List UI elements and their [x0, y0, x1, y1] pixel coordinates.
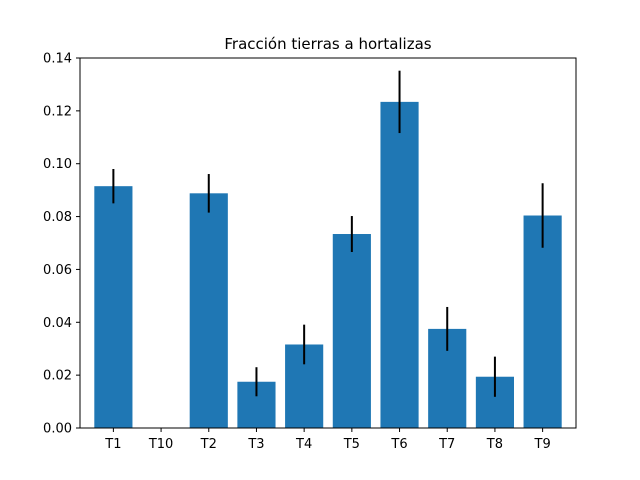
x-tick-label: T8	[486, 437, 503, 452]
y-tick-label: 0.10	[43, 157, 72, 172]
error-bars-group	[112, 70, 544, 397]
x-tick-label: T1	[104, 437, 121, 452]
bar-t9	[523, 215, 562, 428]
chart-title: Fracción tierras a hortalizas	[224, 35, 431, 53]
y-tick-label: 0.12	[43, 104, 72, 119]
y-tick-label: 0.04	[43, 316, 72, 331]
y-tick-label: 0.08	[43, 210, 72, 225]
x-tick-label: T3	[247, 437, 264, 452]
bar-t6	[380, 101, 419, 429]
x-tick-label: T4	[295, 437, 312, 452]
x-tick-label: T6	[390, 437, 407, 452]
bar-t5	[332, 234, 371, 428]
y-tick-label: 0.02	[43, 369, 72, 384]
x-tick-label: T5	[343, 437, 360, 452]
y-tick-label: 0.06	[43, 263, 72, 278]
plot-frame	[79, 57, 577, 429]
x-tick-label: T10	[148, 437, 173, 452]
x-tick-label: T2	[200, 437, 217, 452]
x-axis: T1 T10 T2 T3 T4 T5 T6 T7 T8 T9	[104, 428, 551, 452]
y-tick-label: 0.14	[43, 52, 72, 67]
y-axis: 0.00 0.02 0.04 0.06 0.08 0.10 0.12 0.14	[43, 52, 80, 437]
x-tick-label: T9	[534, 437, 551, 452]
bar-t1	[94, 186, 133, 428]
y-tick-label: 0.00	[43, 422, 72, 437]
x-tick-label: T7	[438, 437, 455, 452]
bars-group	[94, 101, 562, 429]
bar-t2	[189, 193, 228, 428]
